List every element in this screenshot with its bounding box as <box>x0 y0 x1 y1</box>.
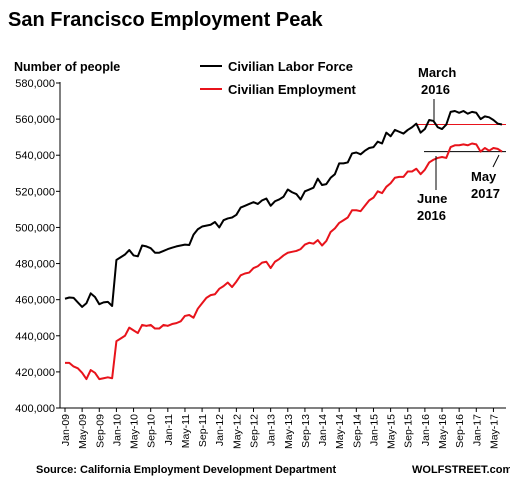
y-tick-label: 400,000 <box>15 403 55 415</box>
x-axis-ticks: Jan-09 May-09 Sep-09 Jan-10 May-10 Sep-10 Jan-… <box>60 408 500 449</box>
series-line-labor-force <box>64 109 503 308</box>
annotation-may-pointer <box>492 154 500 168</box>
x-tick-label: Jan-13 <box>266 414 278 446</box>
y-tick-label: 420,000 <box>15 367 55 379</box>
x-tick-label: Jan-15 <box>368 414 380 446</box>
x-tick-label: Jan-16 <box>420 414 432 446</box>
x-tick-label: May-09 <box>77 414 89 449</box>
x-tick-label: Sep-13 <box>300 414 312 448</box>
annotation-june-line2: 2016 <box>417 208 446 223</box>
chart-title: San Francisco Employment Peak <box>8 9 323 31</box>
y-tick-label: 440,000 <box>15 331 55 343</box>
x-tick-label: Sep-09 <box>94 414 106 448</box>
reference-lines <box>416 124 506 153</box>
x-tick-label: May-11 <box>180 414 192 448</box>
x-tick-label: May-17 <box>488 414 500 449</box>
y-tick-label: 520,000 <box>15 186 55 198</box>
x-tick-label: Sep-16 <box>454 414 466 448</box>
y-tick-label: 500,000 <box>15 222 55 234</box>
x-tick-label: Jan-10 <box>111 414 123 446</box>
x-tick-label: Jan-14 <box>317 414 329 446</box>
y-tick-label: 540,000 <box>15 150 55 162</box>
x-tick-label: Sep-14 <box>351 414 363 448</box>
series-line-employment <box>65 142 503 381</box>
x-tick-label: Sep-10 <box>146 414 158 448</box>
x-tick-label: Jan-11 <box>163 414 175 445</box>
x-tick-label: Sep-11 <box>197 414 209 447</box>
y-tick-label: 480,000 <box>15 259 55 271</box>
y-tick-label: 580,000 <box>15 78 55 90</box>
x-tick-label: Jan-17 <box>471 414 483 446</box>
series-lines <box>64 109 503 381</box>
annotation-may-line2: 2017 <box>471 186 500 201</box>
annotation-march-line2: 2016 <box>421 82 450 97</box>
x-tick-label: Sep-12 <box>249 414 261 448</box>
x-tick-label: Jan-12 <box>214 414 226 446</box>
x-tick-label: May-12 <box>231 414 243 449</box>
x-tick-label: Sep-15 <box>403 414 415 448</box>
x-tick-label: May-16 <box>437 414 449 449</box>
x-tick-label: May-10 <box>129 414 141 449</box>
y-tick-label: 560,000 <box>15 114 55 126</box>
x-tick-label: May-15 <box>386 414 398 449</box>
brand-mark: WOLFSTREET.com <box>412 464 510 476</box>
annotation-june-line1: June <box>417 191 447 206</box>
legend: Civilian Labor Force Civilian Employment <box>200 59 357 97</box>
x-tick-label: May-13 <box>283 414 295 449</box>
y-axis-label: Number of people <box>14 60 120 74</box>
y-axis-ticks: 400,000 420,000 440,000 460,000 480,000 500,0… <box>15 78 60 415</box>
legend-label-labor-force: Civilian Labor Force <box>228 59 353 74</box>
annotations: March 2016 June 2016 May 2017 <box>417 65 500 223</box>
annotation-march-line1: March <box>418 65 456 80</box>
x-tick-label: Jan-09 <box>60 414 72 446</box>
x-tick-label: May-14 <box>334 414 346 449</box>
source-note: Source: California Employment Developmen… <box>36 464 336 476</box>
annotation-may-line1: May <box>471 169 497 184</box>
y-tick-label: 460,000 <box>15 295 55 307</box>
legend-label-employment: Civilian Employment <box>228 82 357 97</box>
